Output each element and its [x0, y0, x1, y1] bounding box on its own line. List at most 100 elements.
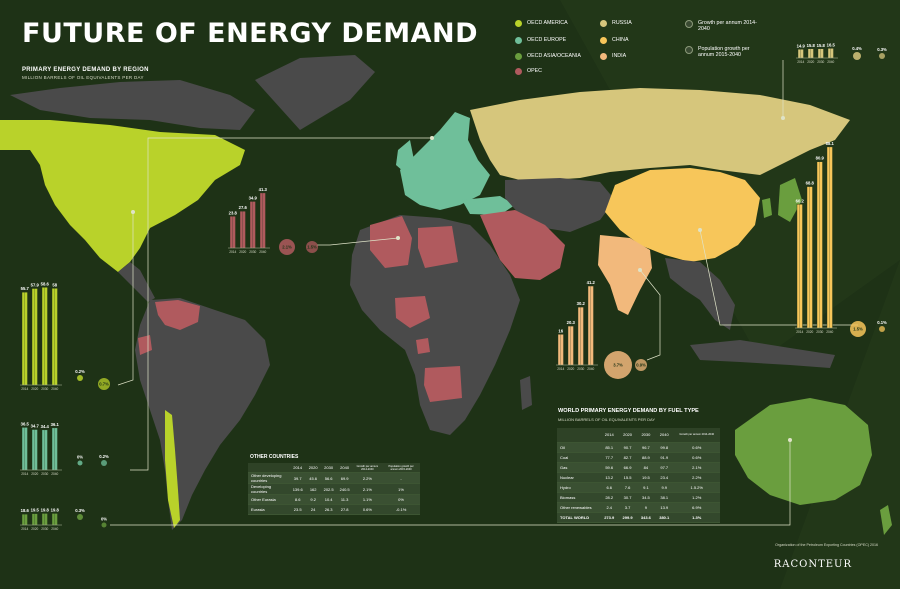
table-cell: 9.1	[636, 482, 656, 493]
data-label: 15.8	[807, 43, 816, 48]
growth-circle	[850, 321, 866, 337]
uk-shape	[396, 140, 414, 172]
fuel-type-title: WORLD PRIMARY ENERGY DEMAND BY FUEL TYPE	[558, 408, 699, 414]
table-cell: 6.6	[600, 482, 619, 493]
table-row: Nuclear 13.2 15.5 19.5 23.4 2.2%	[557, 472, 720, 483]
table-cell: Developing countries	[248, 483, 290, 495]
fuel-type-unit: MILLION BARRELS OF OIL EQUIVALENTS PER D…	[558, 417, 656, 422]
table-cell: 84	[636, 462, 656, 473]
table-cell: 27.8	[336, 504, 353, 515]
data-label: 80.9	[816, 156, 825, 161]
table-cell: 9.2	[305, 494, 321, 505]
page-title: FUTURE OF ENERGY DEMAND	[22, 18, 479, 49]
table-header: 2030	[636, 428, 656, 443]
other-countries-table: 2014 2020 2030 2040 Growth per annum 201…	[248, 463, 420, 515]
legend-swatch	[515, 20, 522, 27]
table-cell: 0.6%	[673, 442, 720, 453]
table-cell: 9.9	[655, 482, 674, 493]
tick-label: 2030	[817, 60, 824, 64]
algeria-shape	[370, 216, 412, 268]
fuel-type-body: Oil 85.1 90.7 96.7 99.8 0.6% Coal 77.7 82.7 88.9 9…	[557, 442, 720, 523]
data-label: 16.5	[827, 42, 836, 47]
data-label: 34.9	[249, 195, 258, 200]
table-cell: 26.3	[320, 504, 337, 515]
table-cell: 139.6	[289, 483, 306, 495]
japan-shape	[778, 178, 802, 222]
growth-circle	[879, 53, 885, 59]
growth-label: 0.3%	[75, 508, 85, 513]
table-cell: 90.7	[618, 442, 637, 453]
growth-circle	[635, 359, 647, 371]
growth-label: 2.1%	[282, 245, 292, 250]
legend-item-growth: Growth per annum 2014-2040	[685, 20, 765, 32]
table-cell: 0%	[382, 494, 420, 505]
table-cell: 85.1	[600, 442, 619, 453]
data-label: 18.6	[21, 508, 30, 513]
table-cell: 45.6	[305, 472, 321, 484]
table-row: Other developing countries 39.7 45.6 56.6 69…	[248, 472, 420, 484]
tick-label: 2020	[806, 330, 813, 334]
chile-shape	[165, 410, 180, 528]
growth-circle	[604, 351, 632, 379]
tick-label: 2040	[827, 60, 834, 64]
legend-swatch	[685, 20, 693, 28]
europe-shape	[400, 112, 490, 210]
table-row: Developing countries 139.6 162 202.5 240.5 2.…	[248, 483, 420, 495]
legend-swatch	[515, 68, 522, 75]
data-label: 14.9	[797, 43, 806, 48]
data-label: 20.3	[567, 320, 576, 325]
table-header: 2020	[305, 463, 321, 473]
tick-label: 2030	[41, 387, 48, 391]
korea-shape	[762, 198, 772, 218]
table-cell: 2.1%	[673, 462, 720, 473]
data-label: 19.8	[51, 507, 60, 512]
table-cell: 13.2	[600, 472, 619, 483]
data-label: 23.8	[229, 210, 238, 215]
growth-circle	[306, 241, 318, 253]
central-asia-shape	[505, 178, 615, 232]
russia-shape	[470, 88, 850, 180]
table-cell: -0.1%	[382, 504, 420, 515]
connector-asia	[110, 440, 791, 526]
table-cell: 202.5	[320, 483, 337, 495]
new-zealand-shape	[880, 505, 892, 535]
madagascar-shape	[520, 376, 532, 410]
libya-shape	[418, 226, 458, 268]
table-cell: 10.4	[320, 494, 337, 505]
table-cell: 1.2%	[673, 492, 720, 503]
table-row: Gas 59.6 66.9 84 97.7 2.1%	[557, 462, 720, 473]
legend-item-oecd-asia: OECD ASIA/OCEANIA	[515, 53, 605, 60]
table-header: Population growth per annum 2015-2040	[382, 463, 420, 473]
table-cell: 2.2%	[352, 472, 383, 484]
table-cell: 1.3%	[673, 512, 720, 523]
growth-label: 0%	[101, 517, 107, 522]
table-cell: 162	[305, 483, 321, 495]
table-header: Growth per annum 2014-2040	[673, 428, 720, 443]
table-cell: 77.7	[600, 452, 619, 463]
tick-label: 2020	[807, 60, 814, 64]
table-cell: 240.5	[336, 483, 353, 495]
legend-item-china: CHINA	[600, 37, 690, 44]
table-cell: 99.8	[655, 442, 674, 453]
table-cell: Nuclear	[557, 472, 601, 483]
table-cell: 7.6	[618, 482, 637, 493]
table-cell: 59.6	[600, 462, 619, 473]
tick-label: 2030	[577, 367, 584, 371]
growth-circle	[853, 52, 861, 60]
table-cell: 13.9	[655, 502, 674, 513]
table-cell: 11.3	[336, 494, 353, 505]
table-header: 2040	[336, 463, 353, 473]
legend-swatch	[685, 46, 693, 54]
table-cell: 23.4	[655, 472, 674, 483]
central-america-shape	[118, 262, 155, 302]
tick-label: 2014	[229, 250, 236, 254]
table-cell: 56.6	[320, 472, 337, 484]
data-label: 55.7	[21, 286, 30, 291]
brand-logo: RACONTEUR	[773, 559, 852, 570]
oecd-america-shape	[0, 120, 245, 272]
tick-label: 2014	[21, 527, 28, 531]
data-label: 58	[52, 282, 57, 287]
table-row: Biomass 28.2 30.7 34.5 38.1 1.2%	[557, 492, 720, 503]
table-cell: -	[382, 472, 420, 484]
